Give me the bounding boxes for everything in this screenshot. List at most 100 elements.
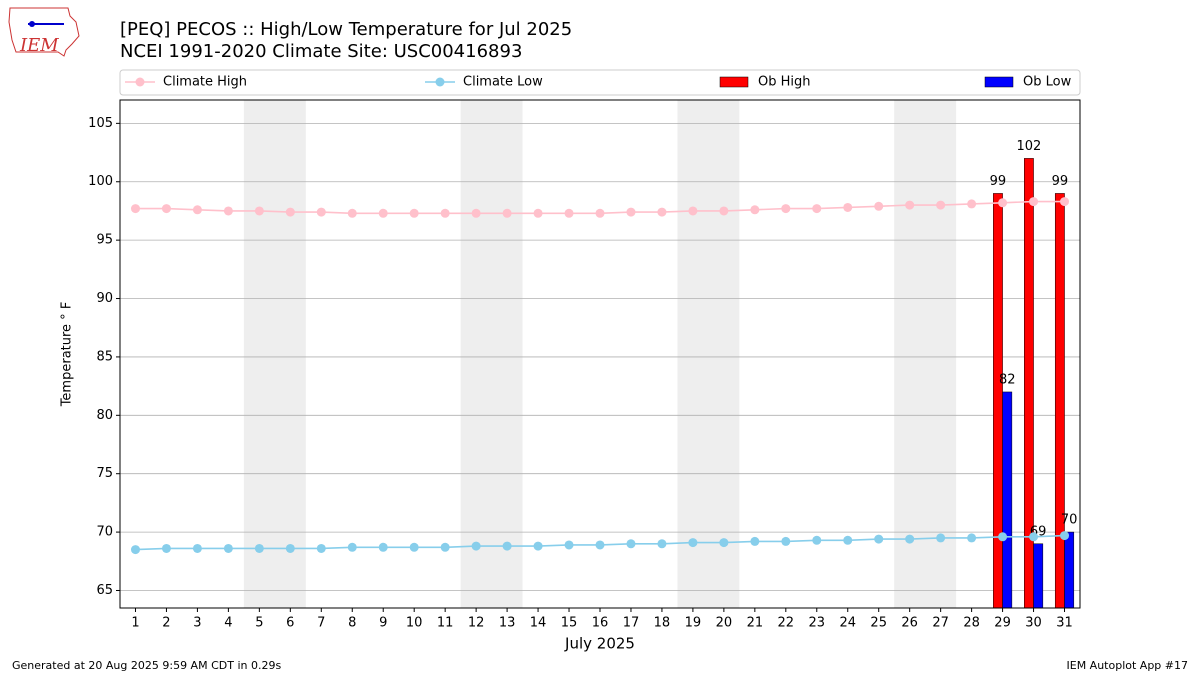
line-marker [409,542,419,552]
line-marker [967,533,977,543]
logo-text: IEM [19,35,59,56]
line-marker [626,539,636,549]
line-marker [533,541,543,551]
x-tick-label: 1 [131,616,139,631]
line-marker [502,541,512,551]
weekend-band [243,100,306,608]
line-marker [533,208,543,218]
x-tick-label: 9 [379,616,387,631]
line-marker [936,533,946,543]
x-tick-label: 31 [1056,616,1073,631]
line-marker [1060,531,1070,541]
legend: Climate High Climate Low Ob High Ob Low [119,69,1081,96]
line-marker [843,535,853,545]
logo-outline [8,7,80,57]
x-tick-label: 12 [468,616,485,631]
legend-frame [119,69,1081,96]
weekend-band [677,100,740,608]
bar-value-label: 70 [1061,513,1078,528]
line-marker [874,534,884,544]
x-tick-label: 22 [778,616,795,631]
y-tick-label: 105 [88,116,113,131]
legend-swatch-marker [135,77,145,87]
x-tick-label: 17 [623,616,640,631]
x-tick-label: 29 [994,616,1011,631]
bar-value-label: 82 [999,372,1016,387]
y-tick-label: 85 [96,349,113,364]
logo-dot [29,21,35,27]
legend-swatch [719,76,749,88]
x-tick-label: 16 [592,616,609,631]
y-axis-label: Temperature ° F [60,302,75,408]
line-marker [657,207,667,217]
line-marker [719,206,729,216]
logo: IEM [8,7,80,57]
weekend-band [460,100,523,608]
chart-title: [PEQ] PECOS :: High/Low Temperature for … [120,19,572,40]
plot-frame [119,99,1081,609]
x-tick-label: 25 [870,616,887,631]
legend-label: Ob Low [1023,75,1072,90]
line-marker [998,532,1008,542]
x-tick-label: 6 [286,616,294,631]
line-marker [905,534,915,544]
line-marker [781,536,791,546]
line-marker [502,208,512,218]
line-marker [750,536,760,546]
y-tick-label: 80 [96,408,113,423]
x-tick-label: 30 [1025,616,1042,631]
x-tick-label: 11 [437,616,454,631]
legend-swatch-marker [435,77,445,87]
x-tick-label: 24 [839,616,856,631]
x-tick-label: 2 [162,616,170,631]
legend-label: Climate Low [463,75,543,90]
line-marker [688,538,698,548]
line-marker [998,198,1008,208]
line-marker [316,543,326,553]
line-marker [471,541,481,551]
line-marker [471,208,481,218]
x-tick-label: 14 [530,616,547,631]
line-marker [595,540,605,550]
line-marker [936,200,946,210]
y-tick-label: 90 [96,291,113,306]
line-marker [254,206,264,216]
line-marker [378,208,388,218]
line-marker [130,545,140,555]
line-marker [378,542,388,552]
y-tick-label: 65 [96,583,113,598]
line-marker [750,205,760,215]
line-marker [409,208,419,218]
x-tick-label: 27 [932,616,949,631]
line-marker [161,204,171,214]
line-marker [657,539,667,549]
line-marker [285,207,295,217]
line-marker [1060,197,1070,207]
legend-label: Ob High [758,75,811,90]
x-tick-label: 28 [963,616,980,631]
x-tick-label: 26 [901,616,918,631]
x-tick-label: 21 [747,616,764,631]
x-tick-label: 13 [499,616,516,631]
weekend-band [894,100,957,608]
x-tick-label: 4 [224,616,232,631]
y-tick-label: 100 [88,174,113,189]
x-tick-label: 10 [406,616,423,631]
y-tick-label: 95 [96,233,113,248]
line-marker [161,543,171,553]
legend-label: Climate High [163,75,247,90]
line-marker [440,208,450,218]
line-marker [595,208,605,218]
line-marker [781,204,791,214]
y-tick-label: 70 [96,525,113,540]
x-tick-label: 19 [685,616,702,631]
bar [1054,193,1065,609]
line-marker [192,543,202,553]
line-marker [130,204,140,214]
line-marker [843,202,853,212]
bar [1033,543,1044,609]
x-tick-label: 8 [348,616,356,631]
line-marker [1029,197,1039,207]
x-tick-label: 23 [809,616,826,631]
